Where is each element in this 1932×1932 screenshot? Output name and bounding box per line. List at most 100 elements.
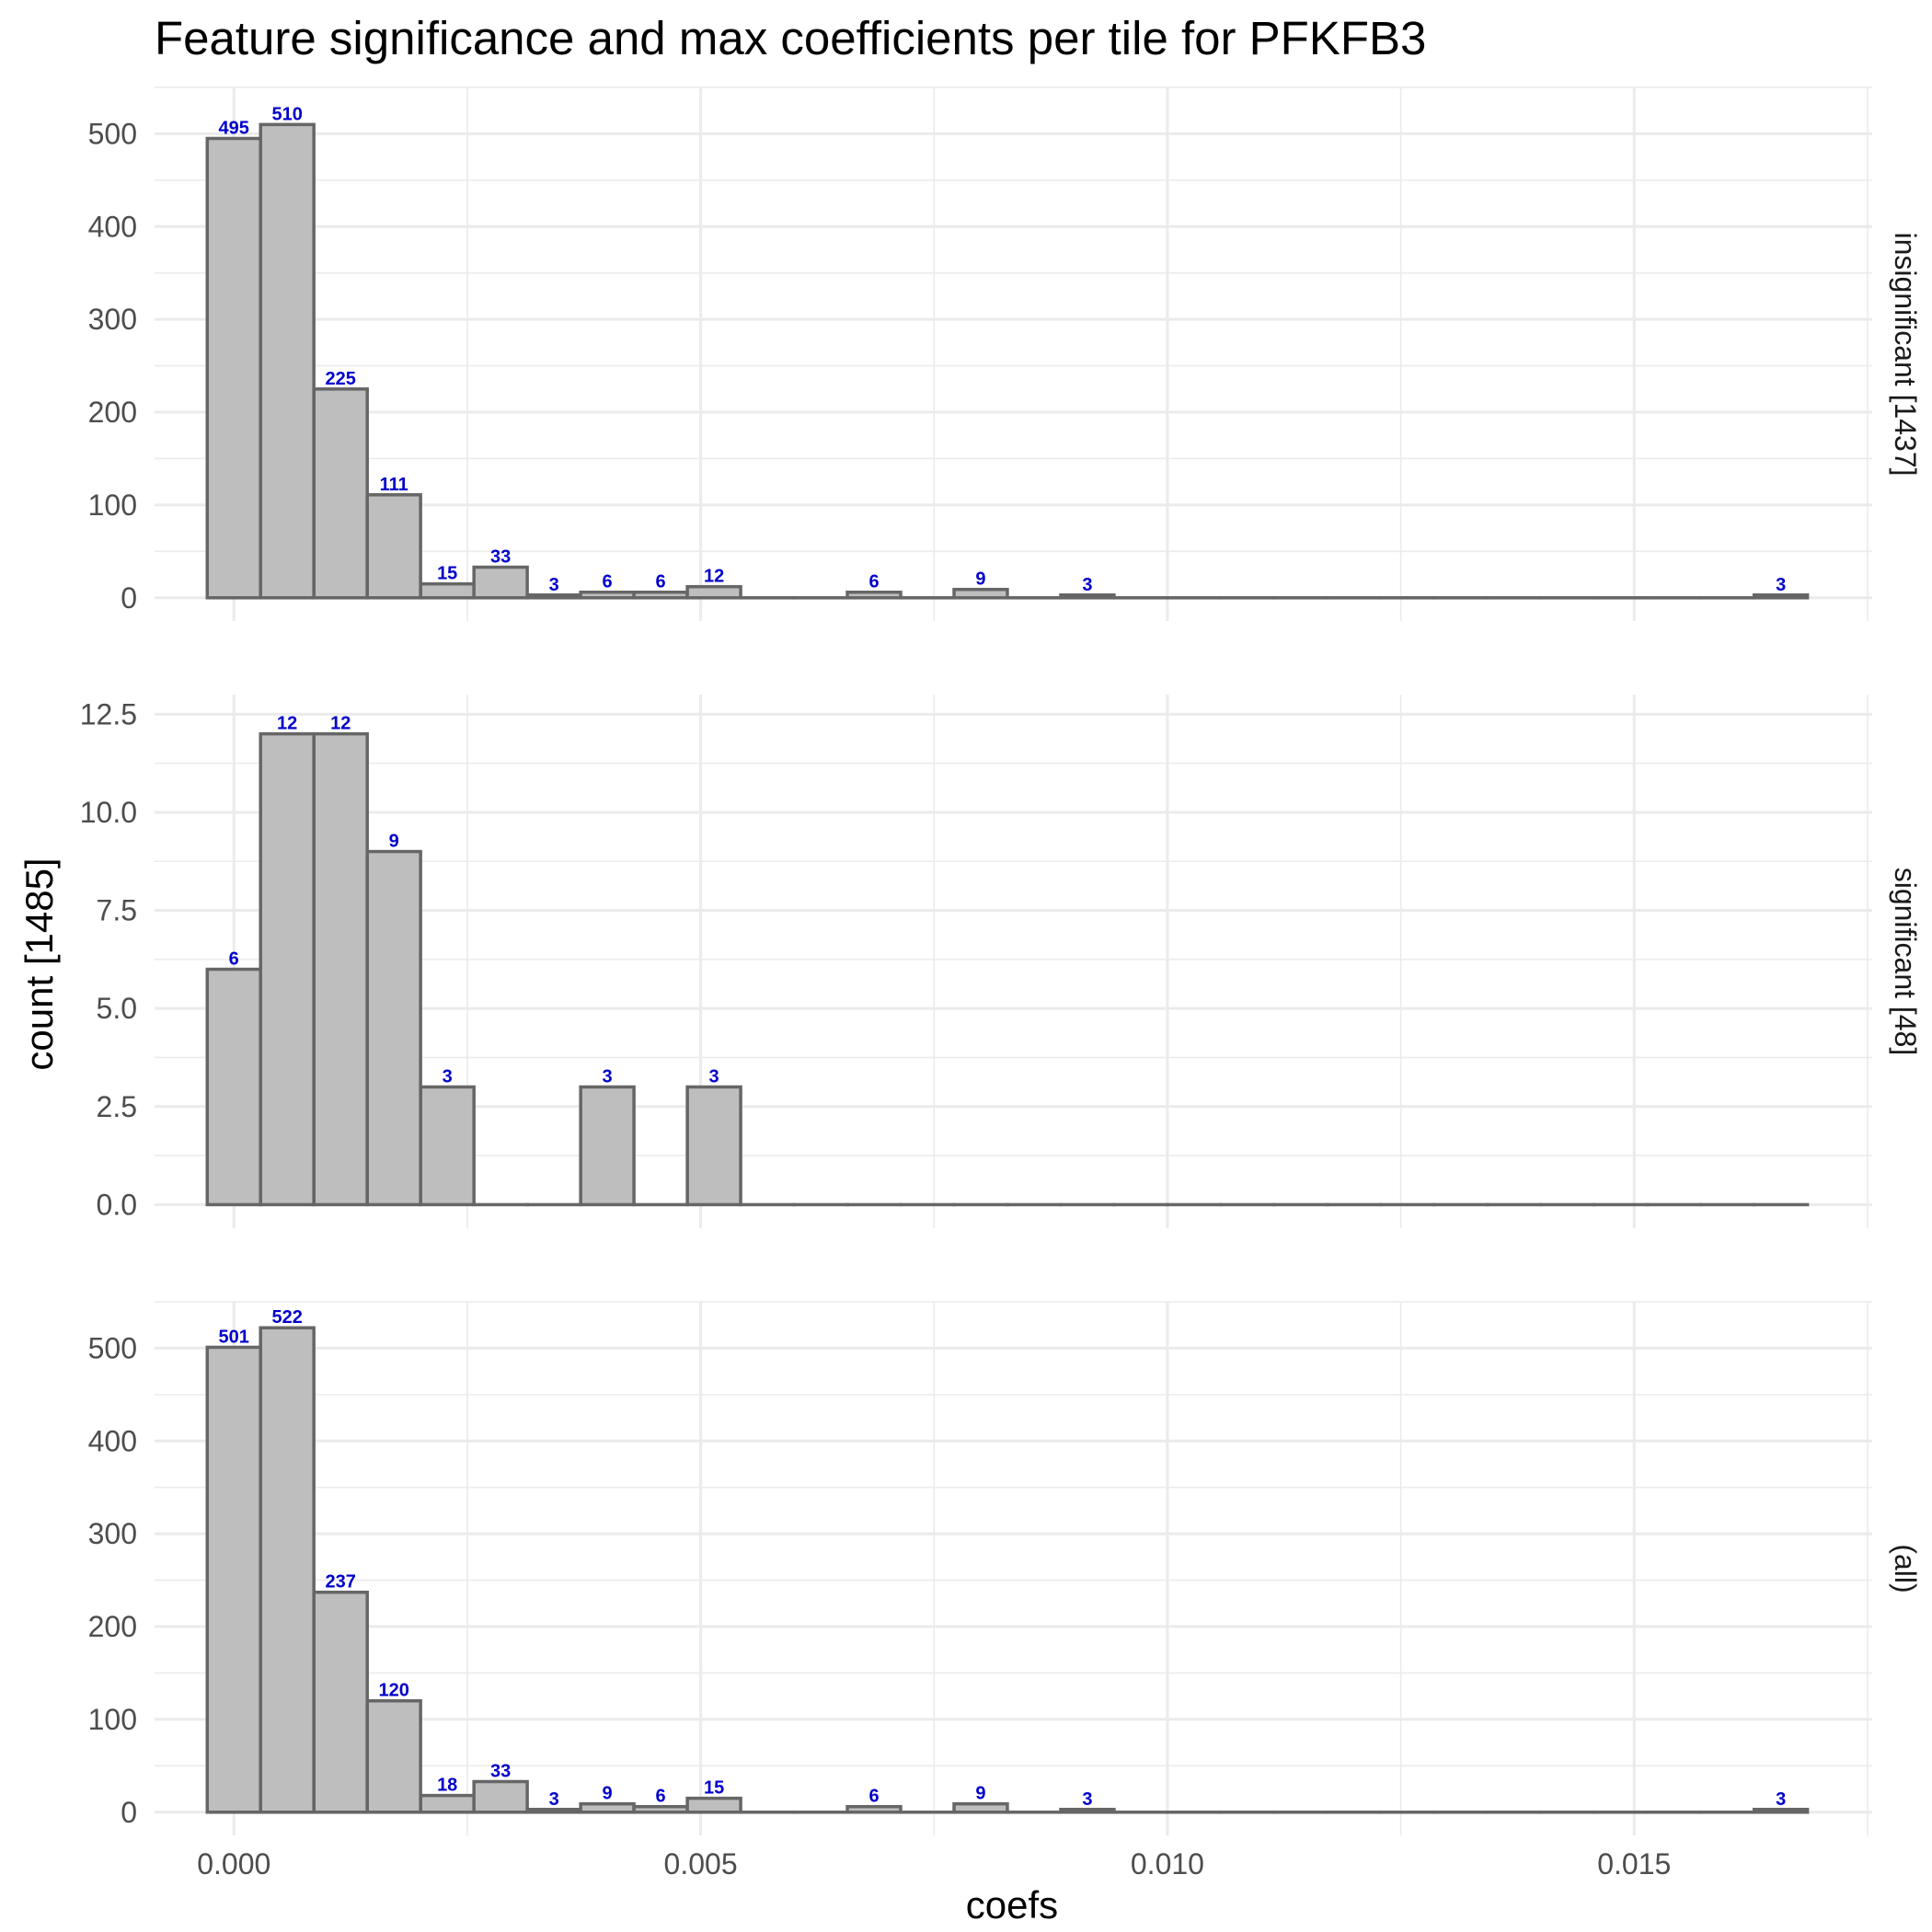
- x-axis: 0.000 0.005 0.010 0.015: [197, 1847, 1671, 1880]
- y-tick-label: 10.0: [80, 796, 137, 829]
- bar-count-label: 12: [704, 567, 724, 587]
- count-labels: 6 12 12 9 3 3 3: [229, 714, 719, 1087]
- bar-count-label: 3: [443, 1066, 453, 1087]
- bar-count-label: 6: [655, 1787, 665, 1807]
- bar-count-label: 3: [1776, 1789, 1786, 1810]
- bar-count-label: 12: [277, 714, 297, 734]
- histogram-bar: [259, 731, 316, 1207]
- y-tick-label: 200: [88, 396, 137, 429]
- bar-count-label: 3: [1082, 575, 1092, 595]
- histogram-bar: [312, 1590, 369, 1814]
- y-tick-label: 300: [88, 303, 137, 336]
- y-tick-label: 100: [88, 489, 137, 522]
- x-tick-label: 0.005: [664, 1847, 738, 1880]
- y-tick-label: 500: [88, 1331, 137, 1364]
- histogram-bar: [419, 581, 476, 600]
- histogram-bar: [1059, 593, 1116, 600]
- y-tick-label: 100: [88, 1703, 137, 1736]
- bar-count-label: 510: [271, 104, 302, 124]
- histogram-bar: [845, 590, 903, 600]
- histogram-bar: [472, 1779, 529, 1814]
- bar-count-label: 501: [219, 1327, 249, 1347]
- histogram-bar: [205, 136, 262, 600]
- y-tick-label: 300: [88, 1517, 137, 1550]
- histogram-bar: [312, 731, 369, 1207]
- histogram-bar: [952, 1801, 1009, 1814]
- histogram-bar: [205, 967, 262, 1207]
- bar-count-label: 120: [378, 1681, 408, 1701]
- histogram-bar: [259, 122, 316, 600]
- histogram-bar: [365, 1698, 422, 1814]
- histogram-bar: [419, 1793, 476, 1814]
- histogram-bar: [685, 1796, 742, 1814]
- y-tick-label: 400: [88, 210, 137, 243]
- y-tick-label: 200: [88, 1610, 137, 1643]
- histogram-bar: [632, 1804, 689, 1814]
- bar-count-label: 6: [655, 572, 665, 592]
- y-tick-label: 2.5: [97, 1090, 137, 1123]
- histogram-bar: [525, 1808, 582, 1814]
- bar-count-label: 225: [326, 369, 356, 389]
- facet-strip-label: insignificant [1437]: [1889, 232, 1922, 476]
- histogram-bar: [685, 584, 742, 600]
- bar-count-label: 522: [271, 1307, 302, 1328]
- bar-count-label: 9: [603, 1784, 613, 1804]
- histogram-bar: [685, 1085, 742, 1207]
- bar-count-label: 12: [330, 714, 351, 734]
- histogram-bar: [579, 1085, 636, 1207]
- bar-count-label: 6: [868, 572, 879, 592]
- bar-count-label: 33: [490, 1761, 511, 1781]
- bar-count-label: 18: [437, 1776, 457, 1796]
- y-tick-label: 7.5: [97, 894, 137, 927]
- histogram-bar: [579, 590, 636, 600]
- bar-count-label: 237: [326, 1572, 356, 1593]
- histogram-bar: [525, 593, 582, 600]
- bar-count-label: 15: [704, 1778, 724, 1799]
- bar-count-label: 3: [709, 1066, 719, 1087]
- facet-strip-label: (all): [1889, 1544, 1922, 1593]
- histogram-bar: [845, 1804, 903, 1814]
- facet-strip-label: significant [48]: [1889, 868, 1922, 1056]
- y-axis-title: count [1485]: [17, 857, 61, 1070]
- x-axis-title: coefs: [966, 1883, 1058, 1926]
- bar-count-label: 33: [490, 546, 511, 567]
- bar-count-label: 6: [603, 572, 613, 592]
- chart-title: Feature significance and max coefficient…: [155, 12, 1426, 64]
- histogram-bar: [472, 565, 529, 600]
- bar-count-label: 111: [380, 475, 408, 495]
- histogram-bar: [365, 849, 422, 1207]
- bars: [205, 1326, 1810, 1814]
- histogram-bar: [632, 590, 689, 600]
- bar-count-label: 3: [549, 1789, 559, 1810]
- bar-count-label: 3: [1082, 1789, 1092, 1810]
- y-tick-label: 12.5: [80, 697, 137, 730]
- bar-count-label: 9: [975, 569, 985, 590]
- x-tick-label: 0.010: [1131, 1847, 1204, 1880]
- histogram-bar: [1752, 593, 1810, 600]
- histogram-bar: [312, 387, 369, 600]
- y-tick-label: 400: [88, 1424, 137, 1457]
- bars: [205, 122, 1810, 600]
- histogram-bar: [205, 1345, 262, 1814]
- y-tick-label: 500: [88, 117, 137, 150]
- histogram-bar: [579, 1801, 636, 1814]
- panel-2: 0.0 2.5 5.0 7.5 10.0 12.5 6 12 12 9 3 3 3 significant…: [80, 695, 1922, 1228]
- y-tick-label: 0.0: [97, 1188, 137, 1221]
- histogram-bar: [259, 1326, 316, 1814]
- bar-count-label: 3: [603, 1066, 613, 1087]
- x-tick-label: 0.000: [197, 1847, 270, 1880]
- histogram-bar: [419, 1085, 476, 1207]
- histogram-bar: [365, 493, 422, 600]
- bar-count-label: 9: [389, 832, 399, 852]
- bar-count-label: 3: [1776, 575, 1786, 595]
- bars: [205, 731, 1810, 1207]
- bar-count-label: 6: [229, 949, 239, 970]
- histogram-bar: [1059, 1808, 1116, 1814]
- bar-count-label: 15: [437, 564, 457, 584]
- histogram-bar: [952, 587, 1009, 600]
- bar-count-label: 6: [868, 1787, 879, 1807]
